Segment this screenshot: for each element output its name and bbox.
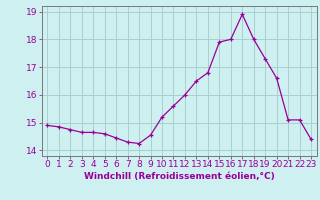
X-axis label: Windchill (Refroidissement éolien,°C): Windchill (Refroidissement éolien,°C) (84, 172, 275, 181)
